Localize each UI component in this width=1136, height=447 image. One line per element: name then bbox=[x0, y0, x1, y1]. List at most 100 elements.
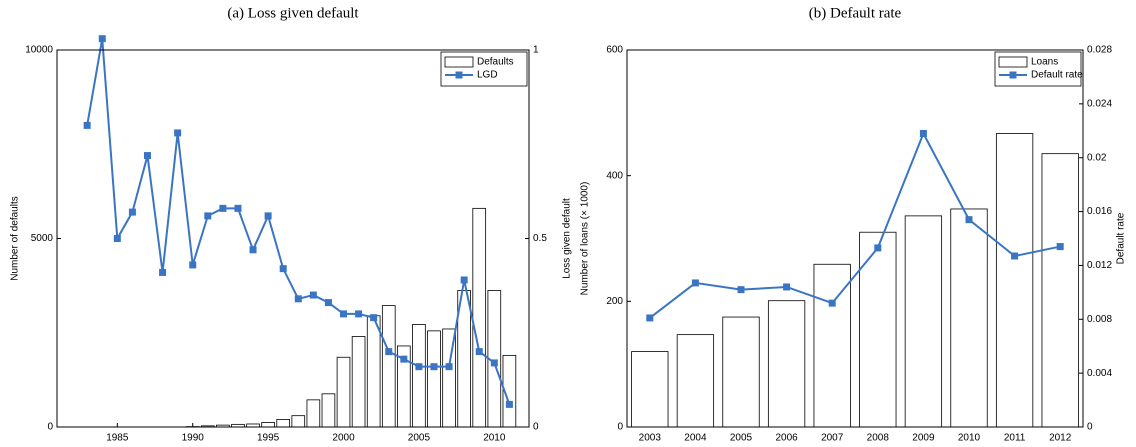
marker bbox=[1011, 252, 1019, 260]
y2-tick-label: 0.028 bbox=[1087, 45, 1112, 56]
marker bbox=[83, 121, 91, 129]
chart: (b) Default rate 2003 2004 2005 2006 2007 2008… bbox=[580, 5, 1127, 443]
marker bbox=[159, 268, 167, 276]
x-tick-label: 2006 bbox=[775, 433, 798, 444]
y-tick-label: 200 bbox=[606, 296, 623, 307]
marker bbox=[128, 208, 136, 216]
marker bbox=[279, 265, 287, 273]
y2-tick-label: 0.008 bbox=[1087, 314, 1112, 325]
y2-tick-label: 0.004 bbox=[1087, 368, 1112, 379]
y2-tick-label: 0.5 bbox=[533, 233, 547, 244]
x-tick-label: 2000 bbox=[332, 433, 355, 444]
marker bbox=[490, 359, 498, 367]
marker bbox=[737, 286, 745, 294]
marker bbox=[98, 35, 106, 43]
x-tick-label: 2009 bbox=[912, 433, 935, 444]
chart: (a) Loss given default 1985 1990 1995 2000 20… bbox=[10, 5, 573, 443]
marker bbox=[445, 363, 453, 371]
legend-label: Loans bbox=[1031, 57, 1058, 68]
y2-tick-label: 0.02 bbox=[1087, 152, 1107, 163]
bar bbox=[366, 315, 381, 428]
bar bbox=[472, 207, 487, 428]
x-tick-label: 2003 bbox=[639, 433, 662, 444]
marker bbox=[113, 235, 121, 242]
marker bbox=[234, 204, 242, 212]
marker bbox=[400, 355, 408, 363]
y-tick-label: 5000 bbox=[31, 233, 54, 244]
bar bbox=[995, 133, 1034, 428]
x-tick-label: 2004 bbox=[684, 433, 707, 444]
marker bbox=[646, 314, 654, 322]
y-axis-label: Number of loans (× 1000) bbox=[580, 182, 591, 296]
chart-title: (b) Default rate bbox=[809, 5, 902, 21]
marker bbox=[264, 212, 272, 220]
marker bbox=[415, 363, 423, 371]
bar bbox=[291, 415, 306, 428]
marker bbox=[219, 204, 227, 212]
marker bbox=[828, 299, 836, 307]
x-tick-label: 2008 bbox=[867, 433, 890, 444]
bar bbox=[412, 324, 426, 428]
marker bbox=[324, 299, 332, 307]
y2-tick-label: 0.016 bbox=[1087, 206, 1112, 217]
bar bbox=[950, 208, 988, 428]
bar bbox=[351, 336, 366, 428]
bar bbox=[722, 316, 760, 428]
line bbox=[649, 131, 1061, 319]
marker bbox=[204, 212, 212, 220]
legend-marker bbox=[455, 71, 463, 79]
plot-frame bbox=[56, 49, 530, 428]
marker bbox=[475, 348, 483, 356]
x-tick-label: 2007 bbox=[821, 433, 844, 444]
marker bbox=[143, 152, 151, 160]
x-tick-label: 2010 bbox=[958, 433, 981, 444]
marker bbox=[874, 244, 882, 252]
marker bbox=[505, 400, 513, 408]
bar bbox=[813, 263, 851, 428]
marker bbox=[189, 261, 197, 269]
marker bbox=[309, 291, 317, 299]
marker bbox=[430, 363, 438, 371]
y2-tick-label: 1 bbox=[533, 45, 539, 56]
legend-swatch bbox=[998, 56, 1028, 68]
marker bbox=[783, 283, 791, 291]
y-tick-label: 0 bbox=[617, 422, 623, 433]
y2-tick-label: 0 bbox=[1087, 422, 1093, 433]
x-tick-label: 2005 bbox=[408, 433, 431, 444]
marker bbox=[385, 348, 393, 356]
chart-title: (a) Loss given default bbox=[227, 5, 359, 21]
bar bbox=[276, 419, 291, 428]
x-tick-label: 1990 bbox=[182, 433, 205, 444]
bar bbox=[321, 393, 336, 428]
marker bbox=[340, 310, 348, 318]
bar bbox=[1041, 153, 1079, 428]
bar bbox=[336, 356, 351, 428]
y2-axis-label: Default rate bbox=[1116, 212, 1127, 264]
legend-label: LGD bbox=[477, 70, 498, 81]
legend-marker bbox=[1009, 71, 1017, 79]
y-tick-label: 0 bbox=[47, 422, 53, 433]
y-tick-label: 10000 bbox=[25, 45, 53, 56]
bar bbox=[261, 422, 275, 428]
y-axis-label: Number of defaults bbox=[10, 196, 21, 281]
marker bbox=[1056, 243, 1064, 251]
marker bbox=[691, 279, 699, 287]
bar bbox=[427, 330, 441, 428]
legend-swatch bbox=[444, 56, 474, 68]
marker bbox=[249, 246, 257, 254]
bar bbox=[767, 300, 806, 428]
y2-tick-label: 0.024 bbox=[1087, 98, 1112, 109]
y-tick-label: 400 bbox=[606, 170, 623, 181]
x-tick-label: 1985 bbox=[106, 433, 129, 444]
marker bbox=[919, 129, 927, 137]
bar bbox=[381, 305, 396, 428]
bar bbox=[904, 215, 943, 428]
plot-frame bbox=[626, 49, 1084, 428]
y2-axis-label: Loss given default bbox=[562, 198, 573, 279]
x-tick-label: 2005 bbox=[730, 433, 753, 444]
x-tick-label: 2012 bbox=[1049, 433, 1072, 444]
marker bbox=[174, 129, 182, 137]
bar bbox=[859, 231, 897, 428]
x-tick-label: 2011 bbox=[1004, 433, 1026, 444]
